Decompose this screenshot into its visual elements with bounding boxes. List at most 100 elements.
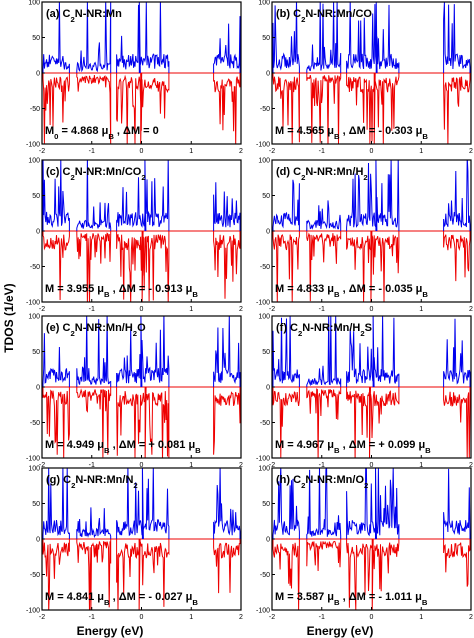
x-tick-label: 0	[140, 306, 144, 313]
x-tick-label: 1	[189, 148, 193, 155]
x-tick-label: 1	[419, 614, 423, 621]
panel-title: (b) C2N-NR:Mn/CO	[276, 8, 372, 24]
y-tick-label: -50	[30, 572, 40, 579]
panel-title: (g) C2N-NR:Mn/N2	[46, 474, 138, 490]
y-tick-label: 0	[266, 229, 270, 236]
series-spin-down	[272, 72, 471, 144]
series-spin-down	[42, 230, 241, 302]
panel-title: (d) C2N-NR:Mn/H2	[276, 166, 368, 182]
x-tick-label: 1	[419, 462, 423, 469]
y-tick-label: 100	[258, 0, 270, 7]
y-tick-label: 50	[262, 193, 270, 200]
x-tick-label: 2	[469, 148, 473, 155]
series-spin-down	[42, 538, 241, 610]
magnetic-moment-annotation: M = 4.565 μB , ΔM = - 0.303 μB	[275, 125, 428, 141]
x-tick-label: 0	[370, 614, 374, 621]
series-spin-down	[272, 538, 471, 610]
x-tick-label: -1	[89, 614, 95, 621]
x-tick-label: -2	[269, 306, 275, 313]
x-tick-label: 0	[140, 614, 144, 621]
x-tick-label: -2	[269, 614, 275, 621]
y-tick-label: -50	[30, 106, 40, 113]
x-tick-label: 1	[189, 462, 193, 469]
x-axis-label-left: Energy (eV)	[76, 624, 144, 638]
y-tick-label: -100	[256, 456, 270, 463]
y-tick-label: 0	[266, 537, 270, 544]
series-spin-up	[42, 468, 241, 540]
x-tick-label: 1	[189, 306, 193, 313]
x-tick-label: -1	[319, 148, 325, 155]
y-tick-label: -100	[26, 142, 40, 149]
y-tick-label: 50	[32, 349, 40, 356]
y-tick-label: 50	[262, 35, 270, 42]
series-spin-up	[272, 160, 471, 232]
y-tick-label: -100	[256, 608, 270, 615]
x-tick-label: -2	[269, 462, 275, 469]
y-tick-label: 0	[36, 71, 40, 78]
panel-d: 100 50 0 -50 -100-2 -1 0 1 2 (d) C2N-NR:Mn/H2 M = …	[256, 158, 473, 314]
series-spin-up	[42, 2, 241, 74]
y-tick-label: 0	[36, 229, 40, 236]
y-tick-label: 100	[28, 0, 40, 7]
y-tick-label: 50	[32, 35, 40, 42]
magnetic-moment-annotation: M = 4.967 μB , ΔM = + 0.099 μB	[275, 439, 431, 455]
y-tick-label: 100	[28, 158, 40, 165]
y-tick-label: -100	[256, 300, 270, 307]
x-tick-label: 0	[370, 462, 374, 469]
x-tick-label: -1	[319, 306, 325, 313]
y-tick-label: -100	[26, 456, 40, 463]
series-spin-down	[42, 386, 241, 458]
panel-h: 100 50 0 -50 -100-2 -1 0 1 2 (h) C2N-NR:Mn/O2 M = …	[256, 466, 473, 622]
y-tick-label: 100	[258, 314, 270, 321]
x-tick-label: 2	[469, 462, 473, 469]
x-tick-label: 2	[239, 614, 243, 621]
panel-title: (c) C2N-NR:Mn/CO2	[46, 166, 146, 182]
y-tick-label: 100	[258, 466, 270, 473]
y-tick-label: 0	[266, 71, 270, 78]
y-tick-label: 100	[258, 158, 270, 165]
panel-g: 100 50 0 -50 -100-2 -1 0 1 2 (g) C2N-NR:Mn/N2 M = …	[26, 466, 243, 622]
x-tick-label: -2	[39, 614, 45, 621]
series-spin-up	[272, 468, 471, 540]
panel-title: (f) C2N-NR:Mn/H2S	[276, 322, 372, 338]
y-tick-label: 50	[262, 501, 270, 508]
y-tick-label: -50	[260, 264, 270, 271]
x-tick-label: 0	[370, 306, 374, 313]
y-tick-label: 0	[266, 385, 270, 392]
magnetic-moment-annotation: M = 4.841 μB , ΔM = - 0.027 μB	[45, 591, 198, 607]
panel-e: 100 50 0 -50 -100-2 -1 0 1 2 (e) C2N-NR:Mn/H2O M =…	[26, 314, 243, 470]
x-tick-label: 1	[419, 148, 423, 155]
x-tick-label: -2	[39, 462, 45, 469]
x-axis-label-right: Energy (eV)	[306, 624, 374, 638]
x-tick-label: 2	[469, 306, 473, 313]
y-tick-label: 100	[28, 314, 40, 321]
y-tick-label: -50	[30, 420, 40, 427]
y-tick-label: 0	[36, 537, 40, 544]
x-tick-label: -2	[39, 148, 45, 155]
y-tick-label: 50	[32, 193, 40, 200]
x-tick-label: 1	[419, 306, 423, 313]
y-tick-label: -50	[260, 572, 270, 579]
panel-title: (a) C2N-NR:Mn	[46, 8, 122, 24]
y-tick-label: -50	[260, 420, 270, 427]
y-tick-label: -100	[26, 300, 40, 307]
y-tick-label: 0	[36, 385, 40, 392]
y-tick-label: -50	[260, 106, 270, 113]
x-tick-label: 1	[189, 614, 193, 621]
x-tick-label: -2	[39, 306, 45, 313]
x-tick-label: 2	[239, 306, 243, 313]
x-tick-label: 2	[239, 148, 243, 155]
series-spin-down	[42, 72, 241, 144]
x-tick-label: -1	[89, 148, 95, 155]
x-tick-label: 0	[140, 462, 144, 469]
magnetic-moment-annotation: M = 3.955 μB , ΔM = - 0.913 μB	[45, 283, 198, 299]
panel-title: (h) C2N-NR:Mn/O2	[276, 474, 368, 490]
magnetic-moment-annotation: M = 4.833 μB , ΔM = - 0.035 μB	[275, 283, 428, 299]
y-tick-label: 50	[262, 349, 270, 356]
y-tick-label: -100	[26, 608, 40, 615]
series-spin-down	[272, 386, 471, 458]
series-spin-up	[272, 2, 471, 74]
y-axis-label: TDOS (1/eV)	[2, 283, 16, 353]
x-tick-label: 0	[140, 148, 144, 155]
panel-f: 100 50 0 -50 -100-2 -1 0 1 2 (f) C2N-NR:Mn/H2S M =…	[256, 314, 473, 470]
